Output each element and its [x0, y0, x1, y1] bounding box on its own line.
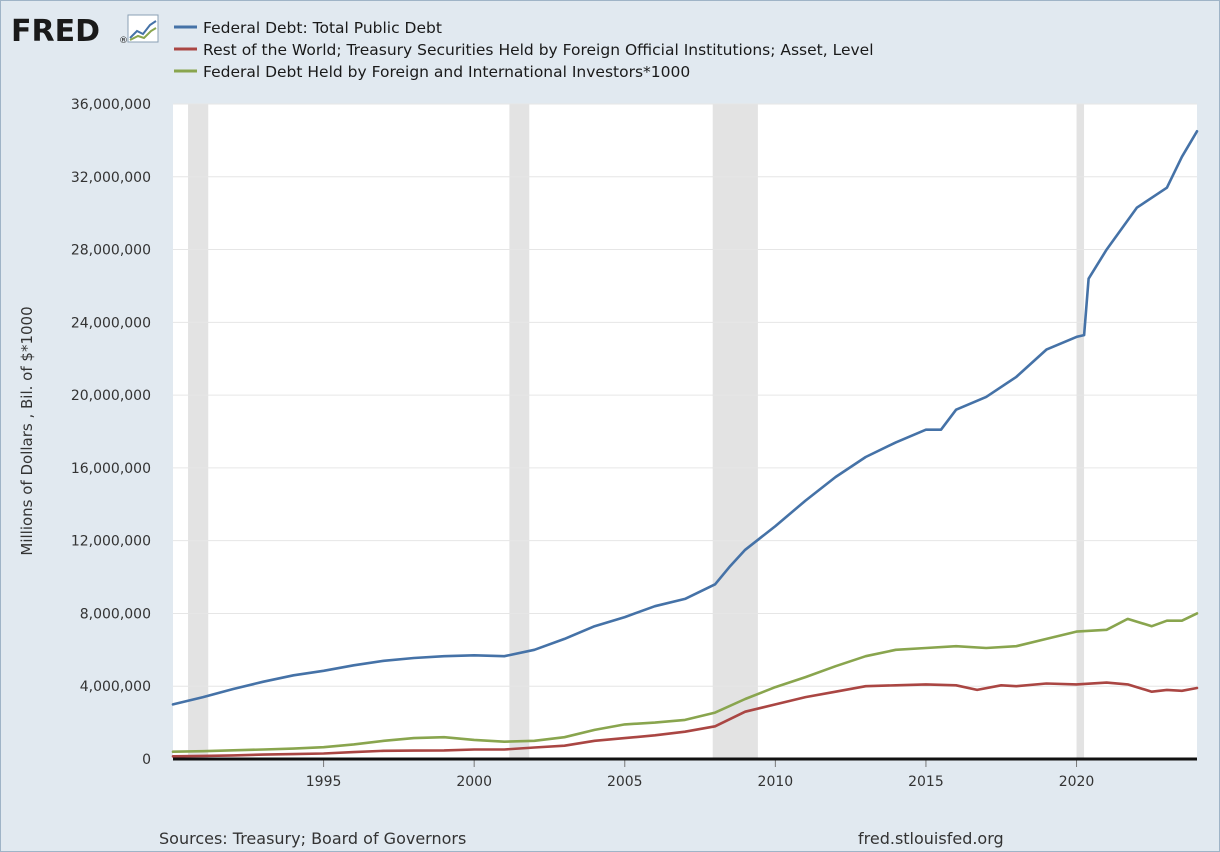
fred-graph-icon [127, 14, 159, 43]
y-tick-label-5: 20,000,000 [71, 388, 151, 404]
recession-bands [188, 104, 1085, 758]
y-tick-label-2: 8,000,000 [80, 606, 151, 622]
x-tick-label-5: 2020 [1059, 774, 1095, 790]
x-axis-ticks: 1995 2000 2005 2010 2015 2020 [306, 760, 1095, 790]
recession-band-0 [188, 104, 209, 758]
fred-logo[interactable]: FRED ® [11, 14, 159, 49]
y-tick-label-9: 36,000,000 [71, 97, 151, 113]
fred-logo-text: FRED [11, 14, 100, 49]
y-tick-label-3: 12,000,000 [71, 534, 151, 550]
series-foreign-official[interactable] [171, 681, 1199, 758]
x-tick-label-0: 1995 [306, 774, 342, 790]
fred-site-link[interactable]: fred.stlouisfed.org [858, 829, 1004, 848]
registered-mark: ® [119, 36, 128, 46]
legend: Federal Debt: Total Public Debt Rest of … [174, 19, 874, 81]
y-tick-label-7: 28,000,000 [71, 243, 151, 259]
legend-label-foreign-investors[interactable]: Federal Debt Held by Foreign and Interna… [203, 63, 690, 81]
y-axis-label: Millions of Dollars , Bil. of $*1000 [18, 306, 36, 555]
y-tick-label-6: 24,000,000 [71, 315, 151, 331]
sources-text: Sources: Treasury; Board of Governors [159, 829, 466, 848]
recession-band-3 [1076, 104, 1085, 758]
legend-label-total-public-debt[interactable]: Federal Debt: Total Public Debt [203, 19, 442, 37]
plot-area[interactable] [173, 104, 1197, 758]
legend-label-foreign-official[interactable]: Rest of the World; Treasury Securities H… [203, 41, 874, 59]
x-tick-label-4: 2015 [908, 774, 944, 790]
series-foreign-investors[interactable] [171, 612, 1199, 754]
x-tick-label-1: 2000 [456, 774, 492, 790]
recession-band-2 [712, 104, 758, 758]
y-tick-label-1: 4,000,000 [80, 679, 151, 695]
series-lines [171, 130, 1199, 758]
y-tick-label-0: 0 [142, 752, 151, 768]
x-tick-label-2: 2005 [607, 774, 643, 790]
recession-band-1 [509, 104, 530, 758]
y-tick-label-8: 32,000,000 [71, 170, 151, 186]
y-axis-ticks: 0 4,000,000 8,000,000 12,000,000 16,000,000 2… [71, 97, 151, 768]
series-total-public-debt[interactable] [171, 130, 1199, 706]
y-tick-label-4: 16,000,000 [71, 461, 151, 477]
x-tick-label-3: 2010 [758, 774, 794, 790]
